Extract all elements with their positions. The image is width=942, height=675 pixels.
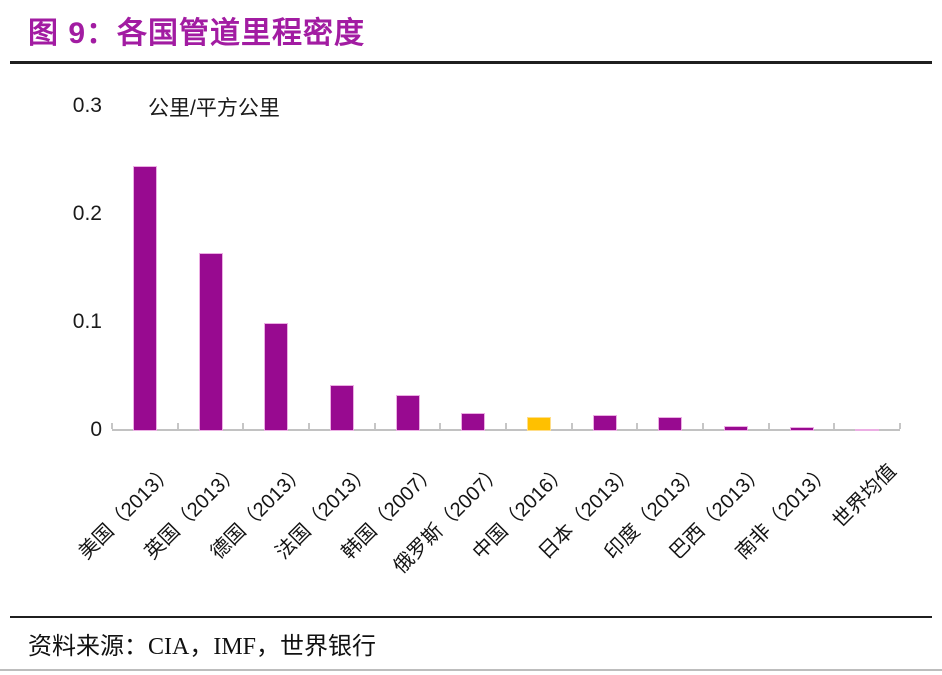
axis-tick-mark <box>899 423 901 429</box>
bar <box>198 252 223 431</box>
axis-tick-mark <box>242 423 245 429</box>
title-divider <box>10 61 932 64</box>
axis-tick-mark <box>439 423 442 429</box>
axis-tick-mark <box>111 423 113 429</box>
y-axis: 0 0.1 0.2 0.3 <box>0 94 102 441</box>
axis-tick-mark <box>570 423 573 429</box>
bar-slot: 印度（2013） <box>600 106 704 564</box>
bar <box>592 414 617 431</box>
axis-tick-mark <box>373 423 376 429</box>
bar <box>329 384 354 431</box>
bottom-divider <box>0 669 942 671</box>
bar <box>264 323 289 431</box>
bar-slot: 韩国（2007） <box>338 106 441 564</box>
source-text: 资料来源：CIA，IMF，世界银行 <box>28 634 377 660</box>
axis-tick-mark <box>636 423 639 429</box>
y-axis-unit-label: 公里/平方公里 <box>148 97 280 120</box>
axis-tick-mark <box>176 423 179 429</box>
x-tick-label: 世界均值 <box>828 460 902 533</box>
bar <box>395 395 420 431</box>
y-tick-label: 0.3 <box>72 94 102 117</box>
axis-tick-mark <box>702 423 704 429</box>
plot-area: 美国（2013） 英国（2013） 德国（2013） 法国（2013） 韩国（2007）… <box>75 106 901 578</box>
bar <box>658 416 683 431</box>
bar-slot: 中国（2016） <box>469 106 573 564</box>
bar-slot: 日本（2013） <box>535 106 638 564</box>
x-axis-line <box>112 429 900 431</box>
bar <box>723 425 748 431</box>
axis-tick-mark <box>833 423 836 429</box>
y-tick-label: 0.1 <box>72 310 102 333</box>
y-tick-label: 0.2 <box>72 202 102 225</box>
bar-slot: 世界均值 <box>829 106 901 532</box>
bar-slot: 俄罗斯（2007） <box>389 106 507 578</box>
bar-slot: 法国（2013） <box>272 106 376 564</box>
axis-tick-mark <box>767 423 770 429</box>
bar-slot: 英国（2013） <box>141 106 244 564</box>
bar <box>461 412 486 431</box>
bar <box>789 426 814 431</box>
bar-slot: 美国（2013） <box>75 106 179 564</box>
bar <box>855 428 880 431</box>
y-tick-label: 0 <box>90 418 102 441</box>
bar <box>132 166 157 431</box>
bar-slot: 巴西（2013） <box>666 106 770 564</box>
bar <box>526 416 551 431</box>
bar-slot: 德国（2013） <box>206 106 310 564</box>
figure-title: 图 9：各国管道里程密度 <box>28 17 366 50</box>
source-divider <box>10 616 932 618</box>
axis-tick-mark <box>308 423 310 429</box>
bar-slot: 南非（2013） <box>732 106 835 564</box>
axis-tick-mark <box>505 423 507 429</box>
